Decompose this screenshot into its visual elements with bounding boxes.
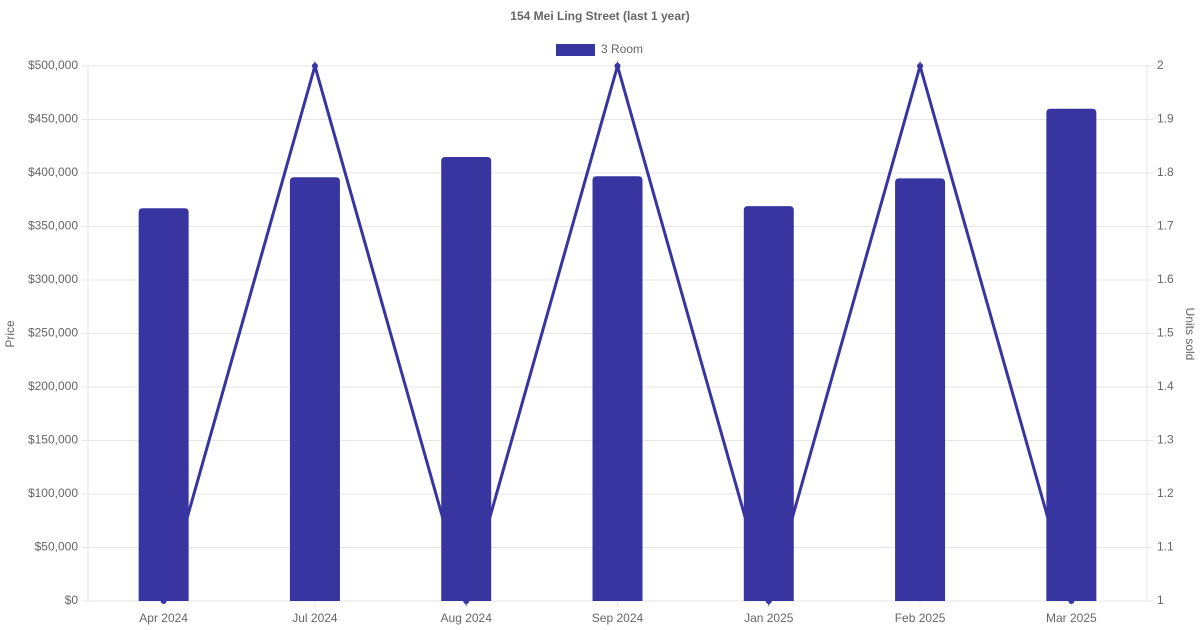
bar (138, 208, 189, 601)
chart-title: 154 Mei Ling Street (last 1 year) (510, 9, 689, 23)
y-tick-label: $200,000 (28, 379, 78, 393)
point (765, 598, 772, 604)
point (160, 598, 167, 604)
y-tick-label: $0 (65, 593, 79, 607)
x-tick-label: Feb 2025 (895, 611, 946, 625)
legend-label: 3 Room (601, 42, 643, 56)
x-tick-label: Jan 2025 (744, 611, 794, 625)
y2-tick-label: 1.7 (1157, 219, 1174, 233)
bar (289, 177, 340, 601)
y2-tick-label: 1.6 (1157, 272, 1174, 286)
y-tick-label: $100,000 (28, 486, 78, 500)
legend-swatch (556, 44, 595, 56)
bar (1046, 108, 1097, 602)
bar (895, 178, 946, 601)
y2-tick-label: 1.1 (1157, 540, 1174, 554)
y-axis-label: Price (3, 320, 17, 348)
x-tick-label: Aug 2024 (441, 611, 493, 625)
y-tick-label: $500,000 (28, 58, 78, 72)
y2-tick-label: 2 (1157, 58, 1164, 72)
y-tick-label: $450,000 (28, 112, 78, 126)
y-tick-label: $400,000 (28, 165, 78, 179)
bar (592, 176, 643, 601)
point (463, 598, 470, 604)
y2-tick-label: 1.5 (1157, 326, 1174, 340)
y-tick-label: $50,000 (35, 540, 79, 554)
bar (743, 206, 794, 602)
x-tick-label: Mar 2025 (1046, 611, 1097, 625)
y2-tick-label: 1.8 (1157, 165, 1174, 179)
bar (441, 156, 492, 601)
y2-tick-label: 1.3 (1157, 433, 1174, 447)
point (614, 63, 621, 69)
point (1068, 598, 1075, 604)
y2-tick-label: 1.4 (1157, 379, 1174, 393)
y2-tick-label: 1.9 (1157, 112, 1174, 126)
y2-tick-label: 1 (1157, 593, 1164, 607)
x-tick-label: Jul 2024 (292, 611, 338, 625)
point (311, 63, 318, 69)
y-tick-label: $350,000 (28, 219, 78, 233)
y-tick-label: $250,000 (28, 326, 78, 340)
x-tick-label: Sep 2024 (592, 611, 644, 625)
point (917, 63, 924, 69)
y2-tick-label: 1.2 (1157, 486, 1174, 500)
y-tick-label: $300,000 (28, 272, 78, 286)
x-tick-label: Apr 2024 (139, 611, 188, 625)
y-tick-label: $150,000 (28, 433, 78, 447)
y2-axis-label: Units sold (1183, 308, 1197, 361)
